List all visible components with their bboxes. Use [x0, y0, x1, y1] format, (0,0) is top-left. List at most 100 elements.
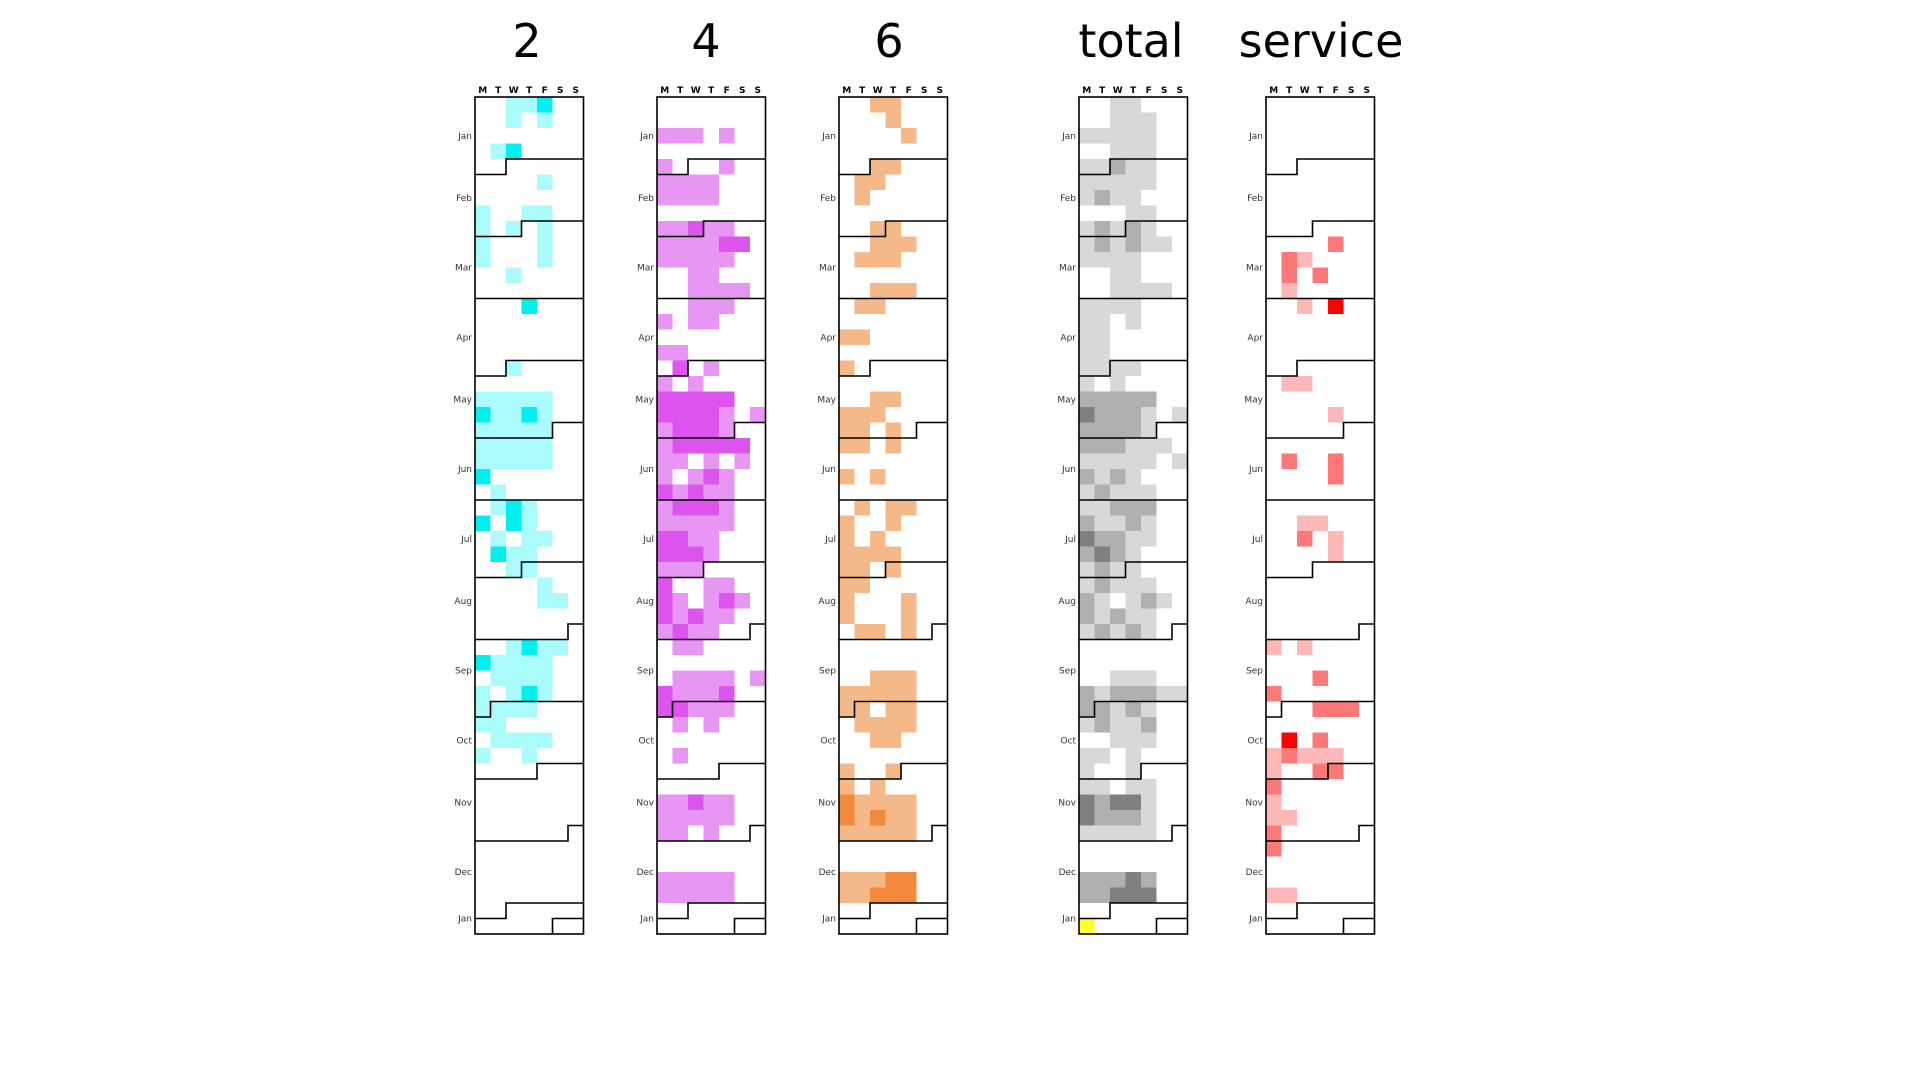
- heatmap-cell: [1110, 128, 1126, 144]
- month-boundary: [475, 824, 584, 842]
- heatmap-cell: [719, 701, 735, 717]
- heatmap-cell: [1079, 717, 1095, 733]
- heatmap-cell: [1281, 376, 1297, 392]
- heatmap-cell: [1281, 283, 1297, 299]
- heatmap-cell: [506, 515, 522, 531]
- heatmap-cell: [1110, 701, 1126, 717]
- heatmap-cell: [1141, 794, 1157, 810]
- heatmap-cell: [657, 562, 673, 578]
- heatmap-cell: [1266, 887, 1282, 903]
- heatmap-cell: [1079, 779, 1095, 795]
- heatmap-cell: [506, 500, 522, 516]
- month-boundary: [1079, 623, 1188, 641]
- heatmap-cell: [1125, 748, 1141, 764]
- heatmap-cell: [1094, 128, 1110, 144]
- heatmap-cell: [672, 128, 688, 144]
- heatmap-cell: [537, 453, 553, 469]
- month-label: Feb: [1060, 194, 1076, 204]
- heatmap-cell: [839, 577, 855, 593]
- heatmap-cell: [885, 515, 901, 531]
- heatmap-cell: [688, 391, 704, 407]
- heatmap-cell: [703, 236, 719, 252]
- heatmap-cell: [1094, 686, 1110, 702]
- heatmap-cell: [854, 298, 870, 314]
- heatmap-cell: [870, 174, 886, 190]
- month-label: Apr: [1060, 333, 1076, 343]
- month-label: May: [1244, 395, 1263, 405]
- heatmap-cell: [1125, 190, 1141, 206]
- heatmap-cell: [1125, 128, 1141, 144]
- heatmap-cell: [719, 484, 735, 500]
- heatmap-cell: [672, 562, 688, 578]
- heatmap-cell: [688, 810, 704, 826]
- heatmap-cell: [1281, 887, 1297, 903]
- heatmap-cell: [1125, 686, 1141, 702]
- month-label: Apr: [820, 333, 836, 343]
- heatmap-cell: [688, 236, 704, 252]
- month-label: Jun: [1248, 465, 1263, 475]
- heatmap-cell: [703, 283, 719, 299]
- month-label: Jul: [824, 535, 836, 545]
- heatmap-cell: [1079, 593, 1095, 609]
- heatmap-cell: [1079, 562, 1095, 578]
- heatmap-cell: [688, 128, 704, 144]
- heatmap-cell: [839, 763, 855, 779]
- heatmap-cell: [521, 670, 537, 686]
- heatmap-cell: [703, 624, 719, 640]
- month-boundary: [733, 917, 766, 934]
- month-label: Oct: [456, 736, 472, 746]
- heatmap-cell: [901, 810, 917, 826]
- heatmap-cell: [1110, 298, 1126, 314]
- heatmap-cell: [657, 810, 673, 826]
- panel-title-6: 6: [874, 14, 904, 68]
- heatmap-cell: [1328, 748, 1344, 764]
- heatmap-cell: [521, 97, 537, 113]
- heatmap-cell: [657, 531, 673, 547]
- month-label: Jul: [1064, 535, 1076, 545]
- month-label: Sep: [819, 667, 836, 677]
- heatmap-cell: [870, 717, 886, 733]
- weekday-label: M: [842, 86, 851, 96]
- month-boundary: [657, 359, 766, 377]
- heatmap-cell: [1125, 453, 1141, 469]
- heatmap-cell: [703, 422, 719, 438]
- heatmap-cell: [703, 391, 719, 407]
- heatmap-cell: [901, 670, 917, 686]
- heatmap-cell: [885, 500, 901, 516]
- heatmap-cell: [1079, 298, 1095, 314]
- heatmap-cell: [1125, 577, 1141, 593]
- heatmap-cell: [506, 143, 522, 159]
- heatmap-cell: [1094, 500, 1110, 516]
- heatmap-cell: [1125, 97, 1141, 113]
- heatmap-cell: [885, 391, 901, 407]
- heatmap-cell: [1094, 546, 1110, 562]
- heatmap-cell: [1266, 825, 1282, 841]
- heatmap-cell: [521, 515, 537, 531]
- heatmap-cell: [839, 422, 855, 438]
- month-label: Jan: [639, 132, 654, 142]
- weekday-label: S: [573, 86, 579, 96]
- heatmap-cell: [870, 887, 886, 903]
- month-boundary: [1079, 421, 1188, 439]
- heatmap-cell: [688, 608, 704, 624]
- heatmap-cell: [1156, 236, 1172, 252]
- heatmap-cell: [1328, 701, 1344, 717]
- heatmap-cell: [1094, 174, 1110, 190]
- weekday-label: S: [1364, 86, 1370, 96]
- heatmap-cell: [1141, 143, 1157, 159]
- month-boundary: [839, 421, 948, 439]
- heatmap-cell: [839, 329, 855, 345]
- heatmap-cell: [506, 391, 522, 407]
- heatmap-cell: [506, 546, 522, 562]
- heatmap-cell: [839, 407, 855, 423]
- heatmap-cell: [537, 221, 553, 237]
- heatmap-cell: [672, 825, 688, 841]
- panel-title-total: total: [1078, 14, 1184, 68]
- heatmap-cell: [672, 252, 688, 268]
- heatmap-cell: [719, 252, 735, 268]
- month-boundary: [839, 561, 948, 579]
- heatmap-cell: [490, 717, 506, 733]
- heatmap-cell: [1094, 624, 1110, 640]
- heatmap-cell: [734, 283, 750, 299]
- heatmap-cell: [1079, 794, 1095, 810]
